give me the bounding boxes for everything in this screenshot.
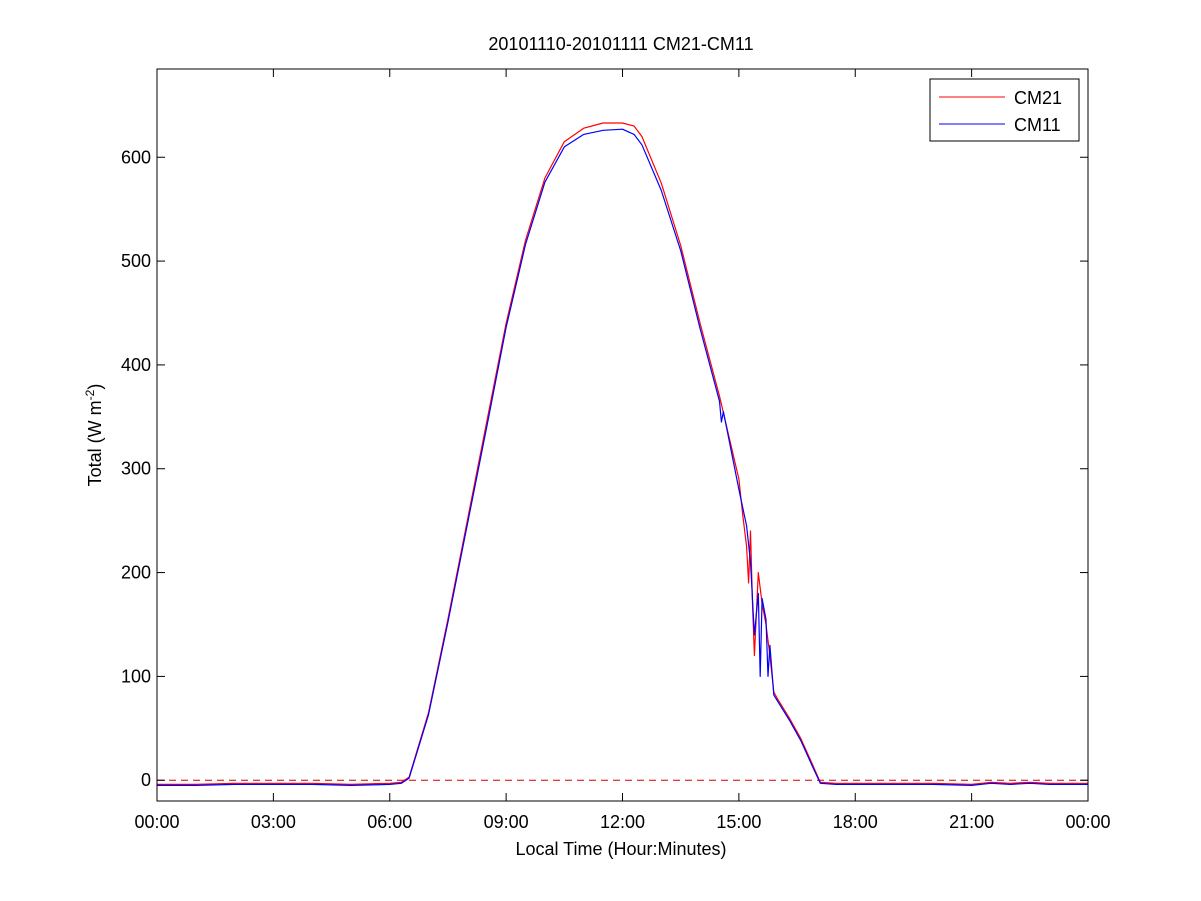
y-tick-label: 400 xyxy=(121,355,151,375)
x-tick-label: 03:00 xyxy=(251,812,296,832)
legend-label-cm11: CM11 xyxy=(1014,115,1061,135)
plot-background xyxy=(157,69,1088,801)
y-tick-label: 200 xyxy=(121,563,151,583)
y-tick-label: 300 xyxy=(121,459,151,479)
x-tick-label: 12:00 xyxy=(600,812,645,832)
x-tick-label: 00:00 xyxy=(134,812,179,832)
series-line-cm11 xyxy=(157,128,1088,786)
legend: CM21 CM11 xyxy=(929,78,1080,142)
y-axis-label: Total (W m-2) xyxy=(83,384,105,487)
plot-area: 00:00 03:00 06:00 09:00 12:00 15:00 18:00 21:00… xyxy=(121,68,1111,832)
y-tick-label: 500 xyxy=(121,251,151,271)
legend-box xyxy=(929,78,1080,142)
x-axis-label: Local Time (Hour:Minutes) xyxy=(515,839,726,859)
y-tick-label: 100 xyxy=(121,666,151,686)
series-layer xyxy=(157,122,1088,786)
y-tick-label: 0 xyxy=(141,770,151,790)
y-tick-label: 600 xyxy=(121,147,151,167)
y-axis-label-main: Total (W m xyxy=(85,400,105,486)
y-axis-label-close: ) xyxy=(85,384,105,390)
x-tick-label: 21:00 xyxy=(949,812,994,832)
legend-label-cm21: CM21 xyxy=(1014,88,1062,108)
x-tick-label: 09:00 xyxy=(484,812,529,832)
x-tick-label: 15:00 xyxy=(716,812,761,832)
x-tick-label: 06:00 xyxy=(367,812,412,832)
chart-title: 20101110-20101111 CM21-CM11 xyxy=(488,34,753,54)
x-tick-label: 18:00 xyxy=(833,812,878,832)
tick-layer: 00:00 03:00 06:00 09:00 12:00 15:00 18:00 21:00… xyxy=(121,69,1111,832)
y-axis-label-superscript: -2 xyxy=(83,389,97,400)
x-tick-label: 00:00 xyxy=(1065,812,1110,832)
